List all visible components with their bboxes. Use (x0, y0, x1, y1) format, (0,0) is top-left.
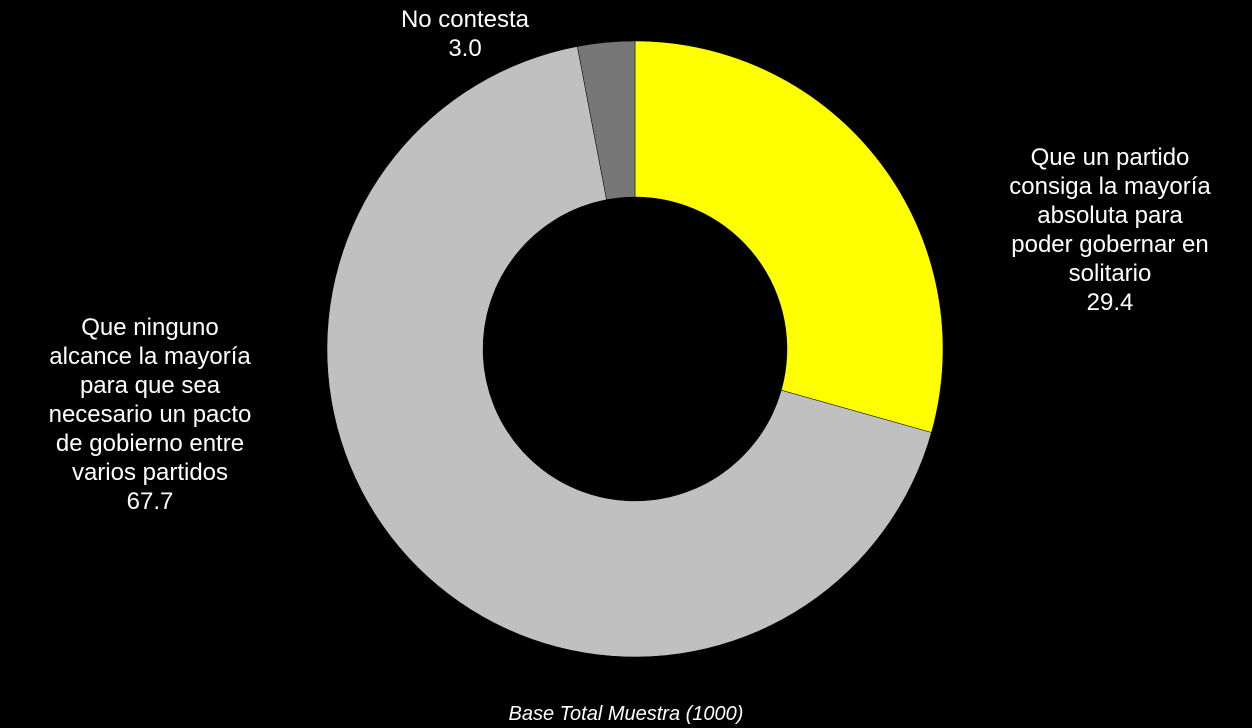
slice-label-mayoria-absoluta: Que un partido consiga la mayoría absoluta… (968, 143, 1252, 317)
donut-slice-no-contesta (577, 40, 636, 200)
slice-label-line: solitario (1068, 260, 1152, 287)
slice-label-line: necesario un pacto (48, 401, 252, 428)
slice-label-line: de gobierno entre (55, 430, 245, 457)
donut-slice-mayoria-absoluta (634, 40, 944, 433)
slice-label-line: absoluta para (1037, 202, 1183, 229)
slice-label-line: alcance la mayoría (49, 343, 251, 370)
donut-slice-pacto-gobierno (326, 46, 932, 658)
slice-label-no-contesta: No contesta 3.0 (340, 5, 590, 63)
slice-label-line: consiga la mayoría (1009, 173, 1211, 200)
slice-value-label: 29.4 (1086, 289, 1134, 316)
slice-label-line: varios partidos (71, 459, 229, 486)
slice-value-label: 3.0 (448, 35, 482, 62)
chart-footnote: Base Total Muestra (1000) (508, 703, 744, 725)
slice-label-line: No contesta (400, 6, 530, 33)
slice-label-pacto-gobierno: Que ninguno alcance la mayoría para que se… (4, 313, 296, 516)
slice-label-line: Que ninguno (81, 314, 219, 341)
slice-label-line: para que sea (79, 372, 221, 399)
slice-label-line: poder gobernar en (1011, 231, 1209, 258)
slice-label-line: Que un partido (1030, 144, 1190, 171)
slice-value-label: 67.7 (126, 488, 174, 515)
